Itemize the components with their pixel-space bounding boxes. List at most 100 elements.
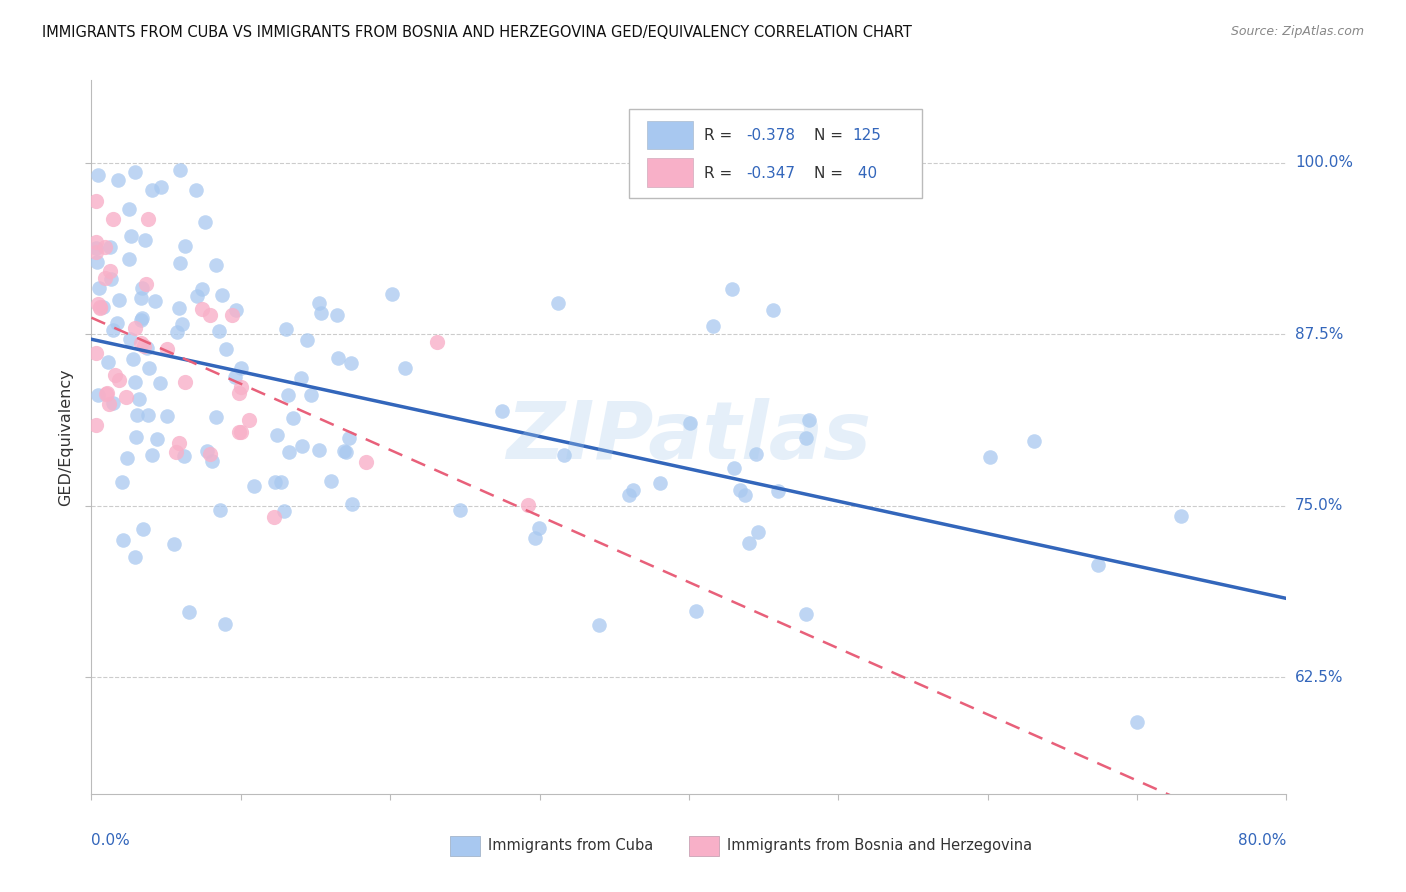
- Text: ZIPatlas: ZIPatlas: [506, 398, 872, 476]
- Text: 87.5%: 87.5%: [1295, 326, 1343, 342]
- Point: [115, 390, 138, 404]
- Text: 62.5%: 62.5%: [1295, 670, 1343, 685]
- Point: [281, 411, 304, 425]
- Point: [150, 180, 173, 194]
- Point: [84, 194, 107, 208]
- Point: [524, 531, 547, 545]
- Y-axis label: GED/Equivalency: GED/Equivalency: [58, 368, 73, 506]
- Point: [231, 379, 253, 393]
- Point: [163, 537, 186, 551]
- Point: [118, 202, 141, 217]
- Point: [309, 306, 332, 320]
- Point: [169, 301, 191, 315]
- Point: [308, 443, 330, 458]
- Point: [211, 288, 233, 302]
- Text: Source: ZipAtlas.com: Source: ZipAtlas.com: [1230, 25, 1364, 38]
- Point: [194, 215, 217, 229]
- Point: [679, 416, 702, 430]
- Point: [101, 323, 124, 337]
- Point: [104, 368, 127, 382]
- Point: [426, 334, 449, 349]
- Point: [186, 289, 208, 303]
- Point: [747, 524, 769, 539]
- Point: [762, 303, 785, 318]
- Point: [86, 168, 108, 182]
- Point: [118, 332, 141, 346]
- Point: [325, 308, 347, 322]
- Point: [84, 241, 107, 255]
- Point: [108, 293, 131, 307]
- Point: [702, 319, 724, 334]
- Point: [169, 256, 191, 270]
- Point: [648, 476, 671, 491]
- Point: [94, 239, 117, 253]
- Point: [118, 252, 141, 266]
- Point: [91, 300, 114, 314]
- Point: [111, 533, 134, 547]
- Point: [1126, 715, 1149, 730]
- Point: [274, 322, 297, 336]
- Point: [128, 392, 150, 406]
- Point: [335, 445, 357, 459]
- Point: [169, 162, 191, 177]
- Point: [149, 376, 172, 391]
- Point: [138, 361, 160, 376]
- Point: [145, 432, 167, 446]
- Point: [394, 360, 416, 375]
- Point: [84, 245, 107, 260]
- Point: [120, 229, 142, 244]
- Point: [621, 483, 644, 497]
- Point: [1170, 508, 1192, 523]
- FancyBboxPatch shape: [689, 836, 718, 856]
- Point: [277, 445, 299, 459]
- Point: [737, 535, 759, 549]
- Point: [745, 447, 768, 461]
- Point: [141, 448, 163, 462]
- Point: [723, 461, 745, 475]
- Point: [115, 451, 138, 466]
- Point: [87, 387, 110, 401]
- Point: [198, 447, 221, 461]
- Point: [721, 282, 744, 296]
- Point: [204, 258, 226, 272]
- Point: [527, 521, 550, 535]
- Text: 80.0%: 80.0%: [1239, 833, 1286, 847]
- Point: [617, 488, 640, 502]
- Text: N =: N =: [814, 128, 848, 144]
- Point: [136, 409, 159, 423]
- Point: [290, 371, 312, 385]
- Point: [340, 497, 363, 511]
- Point: [111, 475, 134, 489]
- Point: [547, 296, 569, 310]
- Point: [326, 351, 349, 365]
- Text: -0.378: -0.378: [747, 128, 796, 144]
- Point: [124, 376, 146, 390]
- Point: [201, 454, 224, 468]
- Text: 0.0%: 0.0%: [91, 833, 131, 847]
- Point: [96, 386, 118, 401]
- Point: [295, 333, 318, 347]
- Point: [124, 165, 146, 179]
- Point: [516, 498, 538, 512]
- Point: [381, 287, 404, 301]
- Point: [208, 324, 231, 338]
- Point: [195, 444, 218, 458]
- Text: Immigrants from Cuba: Immigrants from Cuba: [488, 838, 654, 854]
- Point: [125, 408, 148, 422]
- Text: R =: R =: [704, 166, 738, 180]
- Point: [270, 475, 292, 489]
- Point: [124, 320, 146, 334]
- Point: [143, 293, 166, 308]
- Point: [101, 396, 124, 410]
- Point: [198, 308, 221, 322]
- Point: [205, 410, 228, 425]
- Point: [134, 233, 156, 247]
- Point: [173, 449, 195, 463]
- Point: [766, 484, 789, 499]
- Point: [277, 388, 299, 402]
- Point: [191, 282, 214, 296]
- Point: [122, 352, 145, 367]
- Point: [337, 431, 360, 445]
- Text: N =: N =: [814, 166, 848, 180]
- Text: 40: 40: [852, 166, 877, 180]
